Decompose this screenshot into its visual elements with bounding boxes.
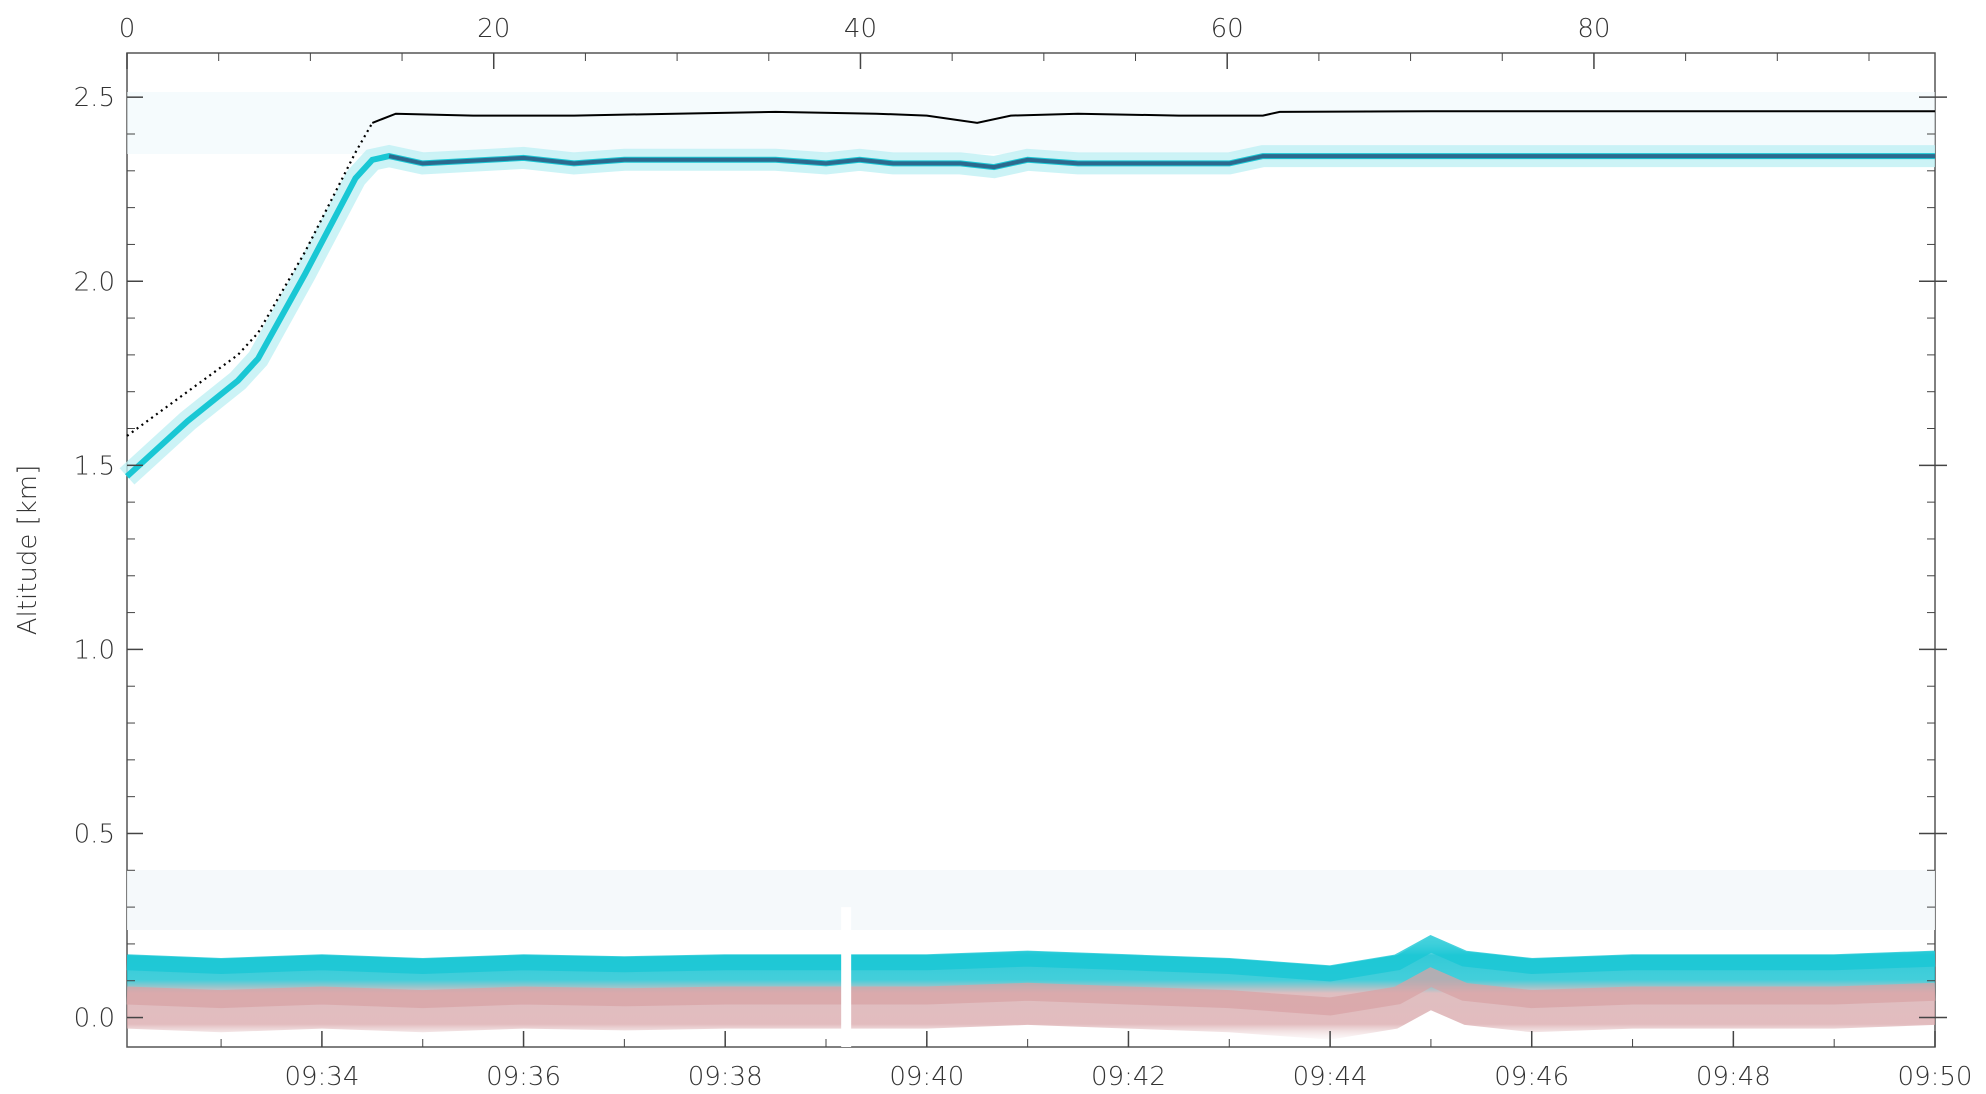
surface-pink-core xyxy=(126,967,1936,1016)
x-tick-label: 09:44 xyxy=(1293,1062,1368,1092)
x-tick-label: 09:42 xyxy=(1091,1062,1166,1092)
x-tick-label: 09:38 xyxy=(688,1062,763,1092)
y-tick-label: 0.0 xyxy=(74,1004,115,1034)
x-top-tick-label: 0 xyxy=(119,14,136,44)
y-axis-title: Altitude [km] xyxy=(13,465,43,636)
data-gap xyxy=(841,907,852,1047)
x-axis-bottom-ticks: 09:34 09:36 09:38 09:40 09:42 09:44 09:46 09:48… xyxy=(220,1031,1973,1092)
x-tick-label: 09:40 xyxy=(889,1062,964,1092)
x-tick-label: 09:50 xyxy=(1898,1062,1973,1092)
y-tick-label: 2.5 xyxy=(74,83,115,113)
data-layers xyxy=(119,110,1936,1047)
surface-haze xyxy=(127,870,1935,930)
y-tick-label: 0.5 xyxy=(74,819,115,849)
y-tick-label: 2.0 xyxy=(74,267,115,297)
x-top-tick-label: 40 xyxy=(844,14,877,44)
y-tick-label: 1.0 xyxy=(74,635,115,665)
y-tick-label: 1.5 xyxy=(74,451,115,481)
y-axis-ticks: 0.0 0.5 1.0 1.5 2.0 2.5 xyxy=(74,83,1947,1034)
x-top-tick-label: 20 xyxy=(477,14,510,44)
upper-haze xyxy=(127,92,1935,154)
x-tick-label: 09:48 xyxy=(1696,1062,1771,1092)
x-tick-label: 09:36 xyxy=(486,1062,561,1092)
x-top-tick-label: 60 xyxy=(1211,14,1244,44)
aircraft-track-ascent xyxy=(126,122,374,437)
x-tick-label: 09:34 xyxy=(284,1062,359,1092)
x-tick-label: 09:46 xyxy=(1494,1062,1569,1092)
x-axis-top-ticks: 0 20 40 60 80 xyxy=(119,14,1870,69)
upper-layer-dark xyxy=(388,154,1935,170)
aircraft-track-cruise xyxy=(371,110,1935,124)
surface-cyan-core xyxy=(126,934,1936,982)
x-top-tick-label: 80 xyxy=(1577,14,1610,44)
